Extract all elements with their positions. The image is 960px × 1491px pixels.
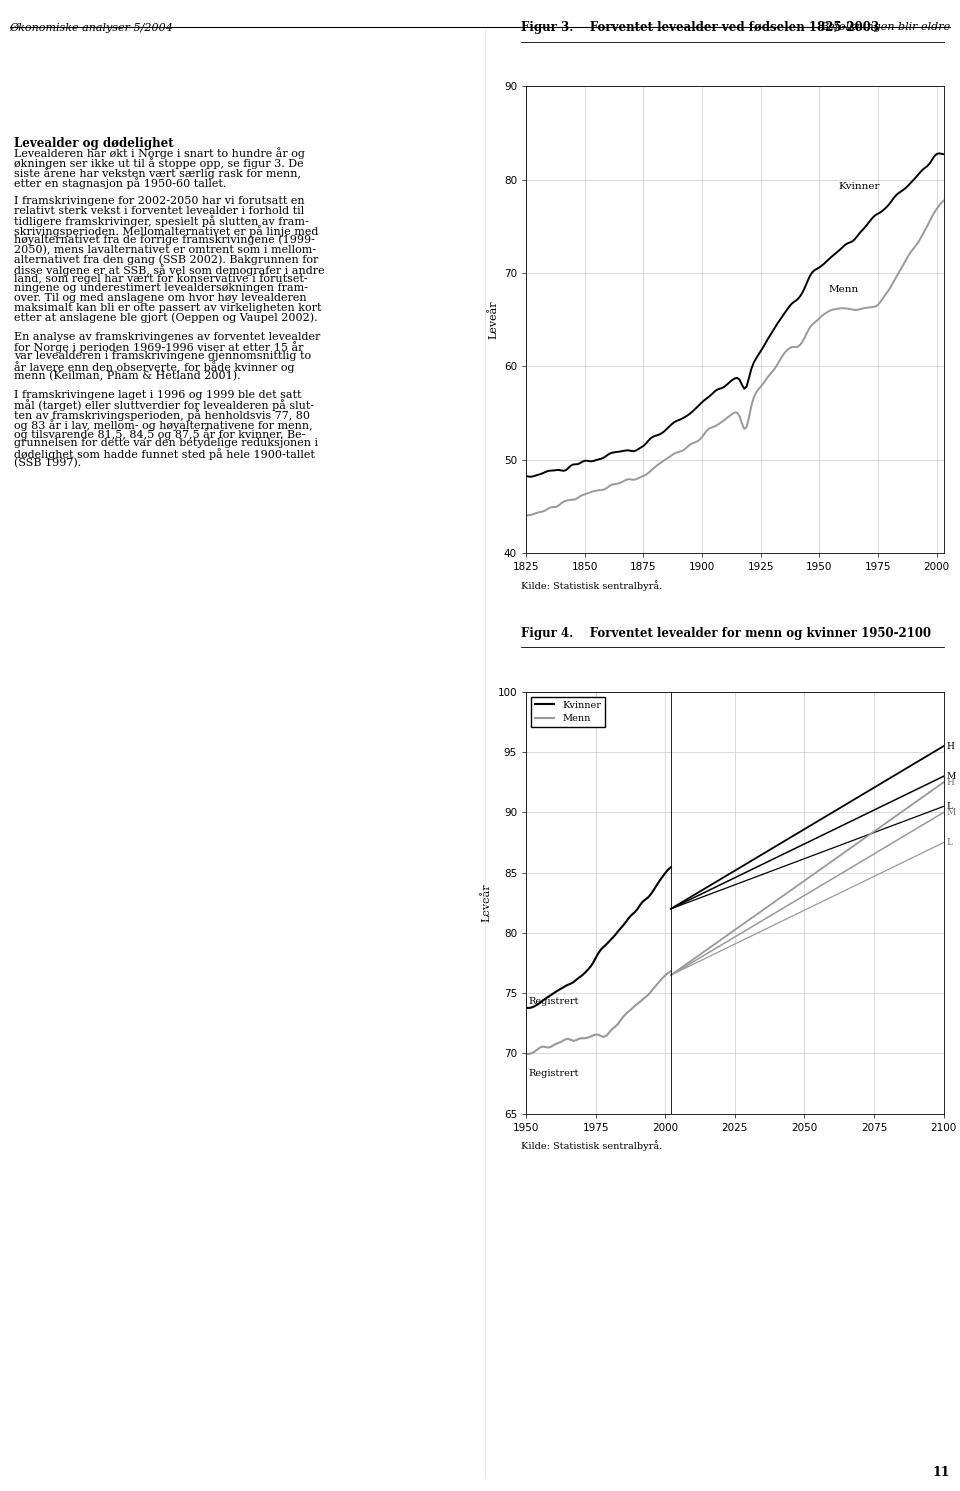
Text: mål (target) eller sluttverdier for levealderen på slut-: mål (target) eller sluttverdier for leve… (14, 400, 315, 412)
Text: L: L (947, 838, 952, 847)
Text: I framskrivingene for 2002-2050 har vi forutsatt en: I framskrivingene for 2002-2050 har vi f… (14, 195, 305, 206)
Text: Økonomiske analyser 5/2004: Økonomiske analyser 5/2004 (10, 22, 174, 33)
Text: økningen ser ikke ut til å stoppe opp, se figur 3. De: økningen ser ikke ut til å stoppe opp, s… (14, 157, 304, 168)
Text: dødelighet som hadde funnet sted på hele 1900-tallet: dødelighet som hadde funnet sted på hele… (14, 447, 315, 459)
Text: M: M (947, 808, 956, 817)
Text: menn (Keilman, Pham & Hetland 2001).: menn (Keilman, Pham & Hetland 2001). (14, 370, 241, 380)
Text: I framskrivingene laget i 1996 og 1999 ble det satt: I framskrivingene laget i 1996 og 1999 b… (14, 389, 301, 400)
Text: år lavere enn den observerte, for både kvinner og: år lavere enn den observerte, for både k… (14, 361, 295, 373)
Text: over. Til og med anslagene om hvor høy levealderen: over. Til og med anslagene om hvor høy l… (14, 292, 307, 303)
Text: høyalternativet fra de forrige framskrivingene (1999-: høyalternativet fra de forrige framskriv… (14, 234, 315, 246)
Text: 11: 11 (933, 1466, 950, 1479)
Text: Levealderen har økt i Norge i snart to hundre år og: Levealderen har økt i Norge i snart to h… (14, 148, 305, 160)
Text: etter at anslagene ble gjort (Oeppen og Vaupel 2002).: etter at anslagene ble gjort (Oeppen og … (14, 312, 318, 324)
Text: land, som regel har vært for konservative i forutset-: land, som regel har vært for konservativ… (14, 273, 308, 283)
Text: skrivingsperioden. Mellomalternativet er på linje med: skrivingsperioden. Mellomalternativet er… (14, 225, 319, 237)
Text: H: H (947, 778, 954, 787)
Text: En analyse av framskrivingenes av forventet levealder: En analyse av framskrivingenes av forven… (14, 331, 321, 341)
Text: Figur 3.    Forventet levealder ved fødselen 1825-2003: Figur 3. Forventet levealder ved fødsele… (521, 21, 879, 34)
Text: Registrert: Registrert (529, 997, 580, 1006)
Text: L: L (947, 802, 952, 811)
Text: ningene og underestimert levealdersøkningen fram-: ningene og underestimert levealdersøknin… (14, 283, 308, 294)
Text: Figur 4.    Forventet levealder for menn og kvinner 1950-2100: Figur 4. Forventet levealder for menn og… (521, 626, 931, 640)
Legend: Kvinner, Menn: Kvinner, Menn (531, 696, 605, 728)
Text: Kilde: Statistisk sentralbyrå.: Kilde: Statistisk sentralbyrå. (521, 580, 662, 590)
Y-axis label: Leveår: Leveår (489, 301, 498, 338)
Text: Registrert: Registrert (529, 1069, 580, 1078)
Text: siste årene har veksten vært særlig rask for menn,: siste årene har veksten vært særlig rask… (14, 167, 301, 179)
Text: Befolkningen blir eldre: Befolkningen blir eldre (820, 22, 950, 33)
Text: H: H (947, 741, 954, 750)
Y-axis label: Leveår: Leveår (482, 884, 492, 921)
Text: 2050), mens lavalternativet er omtrent som i mellom-: 2050), mens lavalternativet er omtrent s… (14, 245, 317, 255)
Text: M: M (947, 772, 956, 781)
Text: grunnelsen for dette var den betydelige reduksjonen i: grunnelsen for dette var den betydelige … (14, 438, 319, 449)
Text: var levealderen i framskrivingene gjennomsnittlig to: var levealderen i framskrivingene gjenno… (14, 350, 312, 361)
Text: Kvinner: Kvinner (838, 182, 879, 191)
Text: Levealder og dødelighet: Levealder og dødelighet (14, 137, 174, 151)
Text: Menn: Menn (828, 285, 859, 294)
Text: ten av framskrivingsperioden, på henholdsvis 77, 80: ten av framskrivingsperioden, på henhold… (14, 409, 310, 420)
Text: Kilde: Statistisk sentralbyrå.: Kilde: Statistisk sentralbyrå. (521, 1141, 662, 1151)
Text: relativt sterk vekst i forventet levealder i forhold til: relativt sterk vekst i forventet leveald… (14, 206, 304, 216)
Text: for Norge i perioden 1969-1996 viser at etter 15 år: for Norge i perioden 1969-1996 viser at … (14, 341, 304, 353)
Text: alternativet fra den gang (SSB 2002). Bakgrunnen for: alternativet fra den gang (SSB 2002). Ba… (14, 253, 319, 265)
Text: og 83 år i lav, mellom- og høyalternativene for menn,: og 83 år i lav, mellom- og høyalternativ… (14, 419, 313, 431)
Text: tidligere framskrivinger, spesielt på slutten av fram-: tidligere framskrivinger, spesielt på sl… (14, 215, 309, 227)
Text: maksimalt kan bli er ofte passert av virkeligheten kort: maksimalt kan bli er ofte passert av vir… (14, 303, 322, 313)
Text: og tilsvarende 81,5, 84,5 og 87,5 år for kvinner. Be-: og tilsvarende 81,5, 84,5 og 87,5 år for… (14, 428, 306, 440)
Text: etter en stagnasjon på 1950-60 tallet.: etter en stagnasjon på 1950-60 tallet. (14, 176, 227, 188)
Text: disse valgene er at SSB, så vel som demografer i andre: disse valgene er at SSB, så vel som demo… (14, 264, 325, 276)
Text: (SSB 1997).: (SSB 1997). (14, 458, 82, 468)
